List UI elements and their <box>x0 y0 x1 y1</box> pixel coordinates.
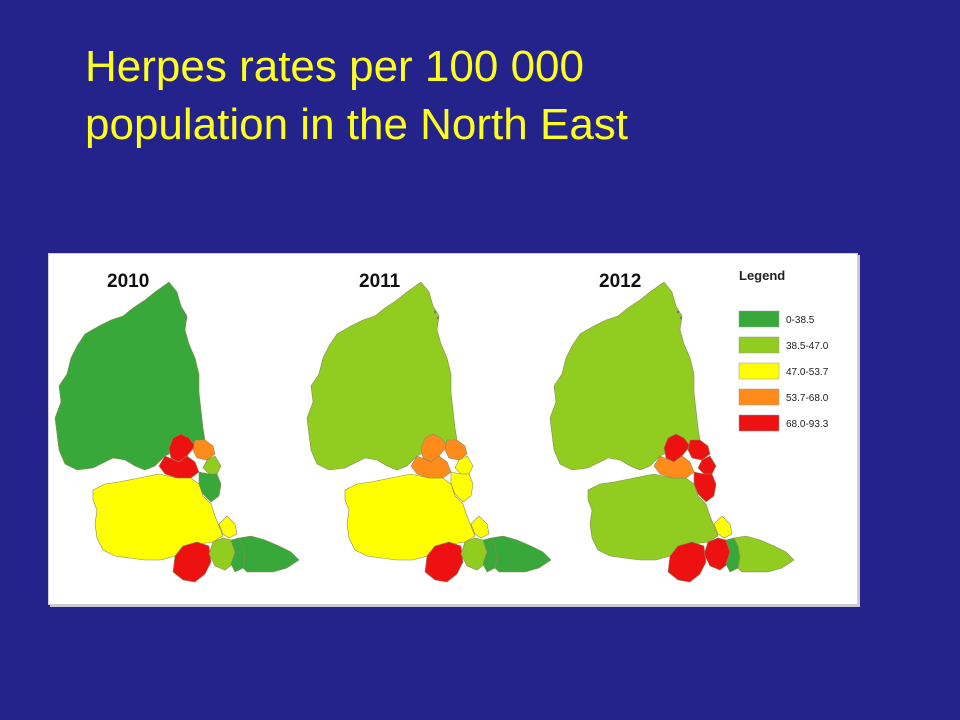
legend-swatch <box>738 336 780 354</box>
region-hartlepool-2010 <box>218 515 238 539</box>
year-label-2012: 2012 <box>599 271 641 292</box>
region-sunderland-2012 <box>693 471 717 503</box>
map-2010 <box>54 281 300 583</box>
legend-label: 53.7-68.0 <box>786 393 829 404</box>
legend-title: Legend <box>739 268 785 283</box>
legend-label: 38.5-47.0 <box>786 341 829 352</box>
region-redcar-2012 <box>733 535 795 573</box>
island-mark <box>679 316 683 320</box>
year-label-2010: 2010 <box>107 271 149 292</box>
legend-label: 0-38.5 <box>786 315 815 326</box>
title-line-1: Herpes rates per 100 000 <box>85 42 584 91</box>
island-mark <box>184 316 188 320</box>
region-stockton-2010 <box>208 537 236 571</box>
region-gateshead-2010 <box>158 455 200 479</box>
region-stockton-2011 <box>460 537 488 571</box>
island-mark <box>676 310 680 314</box>
legend-label: 68.0-93.3 <box>786 419 829 430</box>
map-2012 <box>549 281 795 583</box>
slide-title: Herpes rates per 100 000 population in t… <box>85 38 628 154</box>
legend-swatch <box>738 414 780 432</box>
legend-swatch <box>738 388 780 406</box>
region-north-tyneside-2012 <box>687 439 711 461</box>
legend: Legend 0-38.5 38.5-47.0 47.0-53.7 53.7-68.0 6… <box>738 268 829 432</box>
year-label-2011: 2011 <box>359 271 401 292</box>
region-north-tyneside-2011 <box>444 439 468 461</box>
island-mark <box>433 310 437 314</box>
legend-label: 47.0-53.7 <box>786 367 829 378</box>
region-sunderland-2011 <box>450 471 474 503</box>
region-darlington-2010 <box>172 541 212 583</box>
maps-svg: 2010 2011 2012 Legend 0-38.5 38.5-47.0 47.0-53… <box>54 268 829 583</box>
region-sunderland-2010 <box>198 471 222 503</box>
map-2011 <box>306 281 552 583</box>
region-northumberland-2012 <box>549 281 701 471</box>
region-north-tyneside-2010 <box>192 439 216 461</box>
region-redcar-2010 <box>238 535 300 573</box>
title-line-2: population in the North East <box>85 100 629 149</box>
region-darlington-2011 <box>424 541 464 583</box>
region-hartlepool-2011 <box>470 515 490 539</box>
region-darlington-2012 <box>667 541 707 583</box>
region-gateshead-2011 <box>410 455 452 479</box>
region-hartlepool-2012 <box>713 515 733 539</box>
region-gateshead-2012 <box>653 455 695 479</box>
island-mark <box>181 310 185 314</box>
region-redcar-2011 <box>490 535 552 573</box>
region-northumberland-2011 <box>306 281 458 471</box>
island-mark <box>436 316 440 320</box>
legend-swatch <box>738 362 780 380</box>
region-northumberland-2010 <box>54 281 206 471</box>
region-stockton-2012 <box>703 537 731 571</box>
legend-swatch <box>738 310 780 328</box>
map-figure: 2010 2011 2012 Legend 0-38.5 38.5-47.0 47.0-53… <box>48 253 858 605</box>
